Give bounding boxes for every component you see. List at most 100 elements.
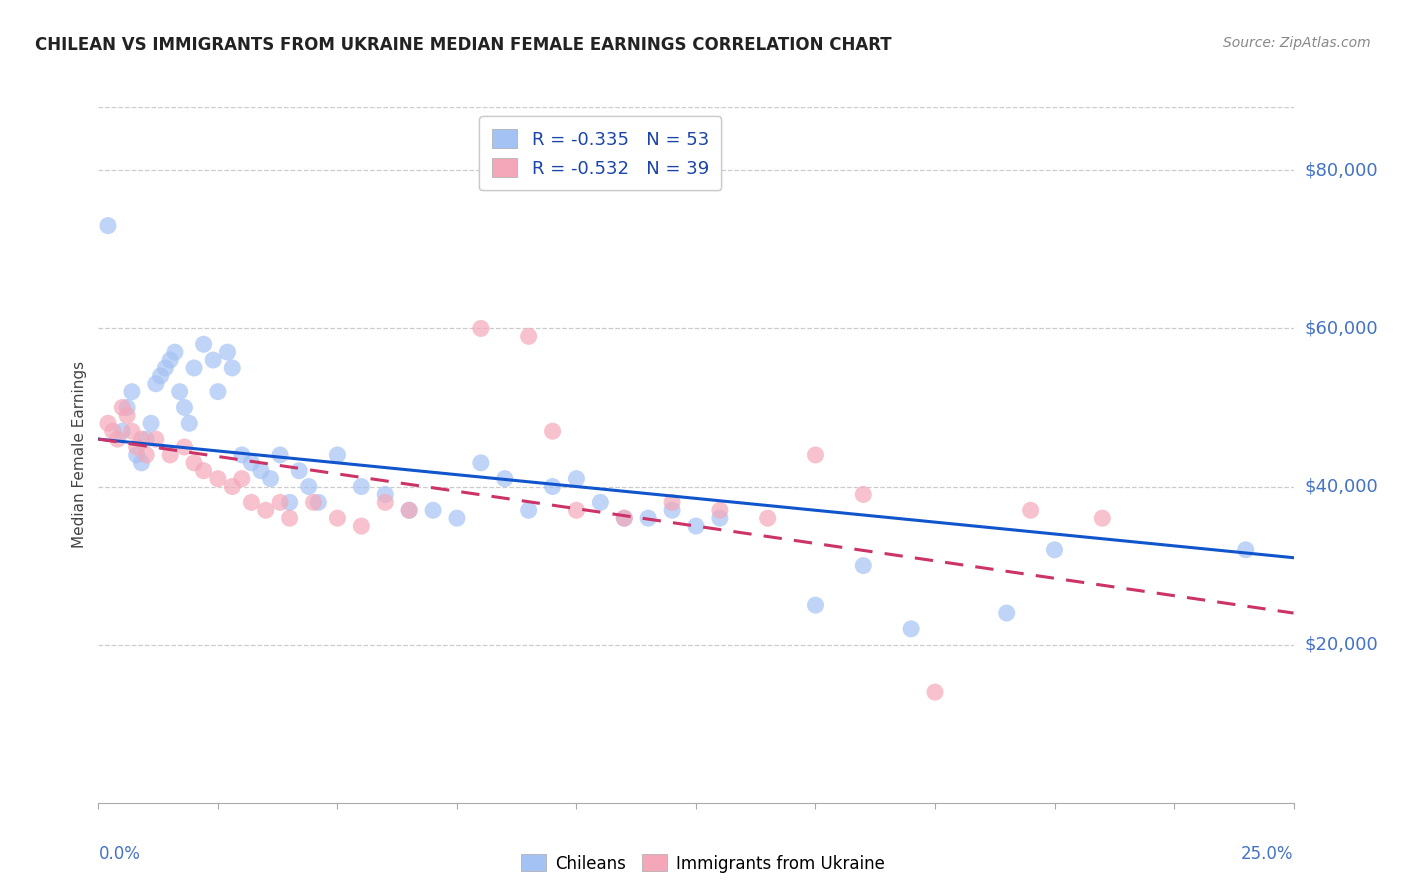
Point	[149, 368, 172, 383]
Point	[125, 448, 148, 462]
Point	[145, 376, 167, 391]
Point	[250, 464, 273, 478]
Text: $40,000: $40,000	[1305, 477, 1378, 496]
Point	[173, 440, 195, 454]
Point	[207, 384, 229, 399]
Point	[159, 353, 181, 368]
Point	[155, 361, 177, 376]
Point	[240, 495, 263, 509]
Point	[494, 472, 516, 486]
Point	[661, 495, 683, 509]
Point	[259, 472, 281, 486]
Point	[307, 495, 329, 509]
Point	[240, 456, 263, 470]
Point	[852, 558, 875, 573]
Text: CHILEAN VS IMMIGRANTS FROM UKRAINE MEDIAN FEMALE EARNINGS CORRELATION CHART: CHILEAN VS IMMIGRANTS FROM UKRAINE MEDIA…	[35, 36, 891, 54]
Point	[101, 424, 124, 438]
Point	[709, 503, 731, 517]
Point	[541, 424, 564, 438]
Text: $60,000: $60,000	[1305, 319, 1378, 337]
Point	[326, 511, 349, 525]
Point	[924, 685, 946, 699]
Point	[269, 495, 291, 509]
Point	[517, 503, 540, 517]
Point	[804, 598, 827, 612]
Point	[131, 432, 153, 446]
Point	[231, 448, 253, 462]
Point	[111, 424, 134, 438]
Point	[589, 495, 612, 509]
Point	[173, 401, 195, 415]
Point	[169, 384, 191, 399]
Point	[1091, 511, 1114, 525]
Point	[517, 329, 540, 343]
Point	[125, 440, 148, 454]
Point	[221, 479, 243, 493]
Point	[613, 511, 636, 525]
Point	[278, 511, 301, 525]
Point	[121, 424, 143, 438]
Legend: Chileans, Immigrants from Ukraine: Chileans, Immigrants from Ukraine	[515, 847, 891, 880]
Point	[1019, 503, 1042, 517]
Text: Source: ZipAtlas.com: Source: ZipAtlas.com	[1223, 36, 1371, 50]
Point	[709, 511, 731, 525]
Text: 25.0%: 25.0%	[1241, 845, 1294, 863]
Point	[217, 345, 239, 359]
Point	[613, 511, 636, 525]
Point	[446, 511, 468, 525]
Point	[288, 464, 311, 478]
Point	[852, 487, 875, 501]
Point	[139, 417, 162, 431]
Point	[145, 432, 167, 446]
Point	[422, 503, 444, 517]
Text: $80,000: $80,000	[1305, 161, 1378, 179]
Point	[756, 511, 779, 525]
Point	[183, 361, 205, 376]
Point	[121, 384, 143, 399]
Point	[661, 503, 683, 517]
Point	[183, 456, 205, 470]
Point	[804, 448, 827, 462]
Point	[995, 606, 1018, 620]
Point	[1234, 542, 1257, 557]
Point	[115, 401, 138, 415]
Point	[565, 503, 588, 517]
Y-axis label: Median Female Earnings: Median Female Earnings	[72, 361, 87, 549]
Text: $20,000: $20,000	[1305, 636, 1378, 654]
Point	[202, 353, 225, 368]
Point	[278, 495, 301, 509]
Point	[398, 503, 420, 517]
Point	[350, 519, 373, 533]
Point	[637, 511, 659, 525]
Point	[470, 321, 492, 335]
Point	[685, 519, 707, 533]
Point	[269, 448, 291, 462]
Point	[541, 479, 564, 493]
Point	[254, 503, 277, 517]
Point	[374, 495, 396, 509]
Point	[131, 456, 153, 470]
Point	[107, 432, 129, 446]
Point	[135, 432, 157, 446]
Point	[221, 361, 243, 376]
Point	[111, 401, 134, 415]
Point	[193, 337, 215, 351]
Text: 0.0%: 0.0%	[98, 845, 141, 863]
Point	[350, 479, 373, 493]
Point	[97, 219, 120, 233]
Point	[115, 409, 138, 423]
Point	[179, 417, 201, 431]
Point	[398, 503, 420, 517]
Point	[900, 622, 922, 636]
Point	[231, 472, 253, 486]
Point	[302, 495, 325, 509]
Point	[470, 456, 492, 470]
Point	[135, 448, 157, 462]
Point	[326, 448, 349, 462]
Point	[207, 472, 229, 486]
Point	[193, 464, 215, 478]
Point	[565, 472, 588, 486]
Legend: R = -0.335   N = 53, R = -0.532   N = 39: R = -0.335 N = 53, R = -0.532 N = 39	[479, 116, 721, 190]
Point	[159, 448, 181, 462]
Point	[298, 479, 321, 493]
